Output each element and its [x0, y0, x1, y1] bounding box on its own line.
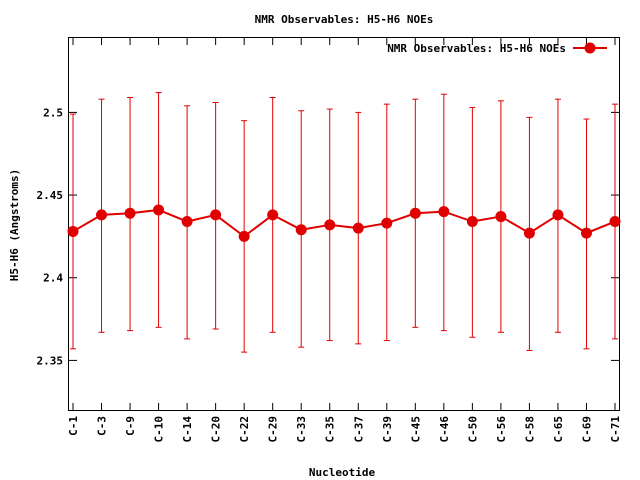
x-tick-label: C-29 [267, 416, 280, 443]
data-point [381, 217, 393, 229]
x-axis-label: Nucleotide [309, 466, 376, 479]
data-point [523, 227, 535, 239]
data-point [153, 204, 165, 216]
data-point [580, 227, 592, 239]
x-tick-label: C-45 [409, 416, 422, 443]
data-point [267, 209, 279, 221]
x-tick-label: C-37 [352, 416, 365, 443]
x-tick-label: C-22 [238, 416, 251, 443]
data-point [96, 209, 108, 221]
x-tick-label: C-10 [153, 416, 166, 443]
y-tick-label: 2.45 [37, 189, 64, 202]
legend-label: NMR Observables: H5-H6 NOEs [387, 42, 566, 55]
x-tick-label: C-56 [495, 416, 508, 443]
x-tick-label: C-3 [96, 416, 109, 436]
x-tick-label: C-65 [552, 416, 565, 443]
data-point [238, 230, 250, 242]
x-tick-label: C-20 [210, 416, 223, 443]
x-tick-label: C-33 [295, 416, 308, 443]
data-point [438, 206, 450, 218]
data-point [609, 216, 621, 228]
x-tick-label: C-46 [438, 416, 451, 443]
data-point [181, 216, 193, 228]
data-point [124, 207, 136, 219]
x-tick-label: C-71 [609, 416, 622, 443]
y-tick-label: 2.4 [43, 272, 63, 285]
x-tick-label: C-14 [181, 416, 194, 443]
legend: NMR Observables: H5-H6 NOEs [387, 42, 607, 55]
x-tick-label: C-39 [381, 416, 394, 443]
data-point [210, 209, 222, 221]
data-point [352, 222, 364, 234]
data-series [67, 204, 621, 242]
y-axis-label: H5-H6 (Angstroms) [8, 169, 21, 282]
x-tick-label: C-1 [67, 416, 80, 436]
data-point [552, 209, 564, 221]
legend-marker [584, 42, 596, 54]
y-tick-label: 2.35 [37, 354, 64, 367]
data-point [67, 225, 79, 237]
plot-area-border [68, 37, 620, 411]
data-point [324, 219, 336, 231]
x-tick-label: C-58 [523, 416, 536, 443]
error-bars [70, 92, 618, 353]
x-tick-label: C-50 [466, 416, 479, 443]
y-tick-label: 2.5 [43, 106, 63, 119]
data-point [466, 216, 478, 228]
data-point [295, 224, 307, 236]
chart-title: NMR Observables: H5-H6 NOEs [255, 13, 434, 26]
x-tick-label: C-69 [580, 416, 593, 443]
x-tick-label: C-9 [124, 416, 137, 436]
x-tick-label: C-35 [324, 416, 337, 443]
data-point [495, 211, 507, 223]
data-point [409, 207, 421, 219]
x-axis: C-1 C-3 C-9 C-10 C-14 C-20 C-22 C-29 C-33 C-35 C-3… [67, 38, 622, 443]
